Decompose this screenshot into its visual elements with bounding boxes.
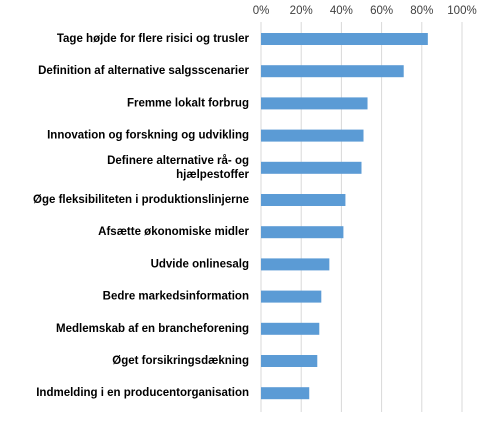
category-label-line: Definition af alternative salgsscenarier	[38, 65, 249, 77]
category-label-line: Bedre markedsinformation	[103, 291, 249, 303]
category-label: Fremme lokalt forbrug	[127, 97, 249, 109]
category-label: Afsætte økonomiske midler	[98, 226, 249, 238]
gridlines	[260, 22, 463, 412]
category-label: Definere alternative rå- og hjælpestoffer	[107, 155, 249, 181]
category-label-line: Indmelding i en producentorganisation	[36, 387, 249, 399]
bar	[261, 97, 368, 110]
bar	[261, 194, 346, 206]
bar	[261, 226, 344, 239]
bar	[261, 161, 362, 174]
category-label-line: Øget forsikringsdækning	[112, 355, 249, 367]
x-tick-label: 40%	[330, 5, 353, 17]
bar	[261, 355, 318, 367]
category-label-line: Tage højde for flere risici og trusler	[57, 33, 250, 45]
category-label-line: Medlemskab af en brancheforening	[56, 323, 249, 335]
category-label-line: Fremme lokalt forbrug	[127, 97, 249, 109]
category-label: Definition af alternative salgsscenarier	[38, 65, 249, 77]
x-axis-ticks: 0% 20% 40% 60% 80% 100%	[253, 5, 477, 17]
category-label-line: Innovation og forskning og udvikling	[47, 130, 249, 142]
bars	[261, 33, 428, 400]
category-label: Udvide onlinesalg	[151, 258, 249, 270]
category-label: Bedre markedsinformation	[103, 291, 249, 303]
bar	[261, 65, 404, 78]
bar	[261, 322, 320, 335]
category-label-line: Øge fleksibiliteten i produktionslinjern…	[33, 194, 249, 206]
category-label: Øget forsikringsdækning	[112, 355, 249, 367]
x-tick-label: 80%	[410, 5, 433, 17]
category-label-line: Udvide onlinesalg	[151, 258, 249, 270]
category-label: Innovation og forskning og udvikling	[47, 130, 249, 142]
category-label: Medlemskab af en brancheforening	[56, 323, 249, 335]
x-tick-label: 100%	[447, 5, 476, 17]
category-label: Indmelding i en producentorganisation	[36, 387, 249, 399]
x-tick-label: 20%	[290, 5, 313, 17]
bar	[261, 387, 310, 400]
category-label: Tage højde for flere risici og trusler	[57, 33, 250, 45]
category-label: Øge fleksibiliteten i produktionslinjern…	[33, 194, 249, 206]
bar	[261, 33, 428, 45]
category-labels: Tage højde for flere risici og trusler De…	[33, 33, 250, 399]
bar	[261, 258, 330, 271]
x-tick-label: 0%	[253, 5, 270, 17]
category-label-line: Definere alternative rå- og	[107, 155, 249, 167]
category-label-line: Afsætte økonomiske midler	[98, 226, 249, 238]
category-label-line: hjælpestoffer	[176, 169, 249, 181]
bar	[261, 129, 364, 142]
x-tick-label: 60%	[370, 5, 393, 17]
bar	[261, 290, 322, 303]
